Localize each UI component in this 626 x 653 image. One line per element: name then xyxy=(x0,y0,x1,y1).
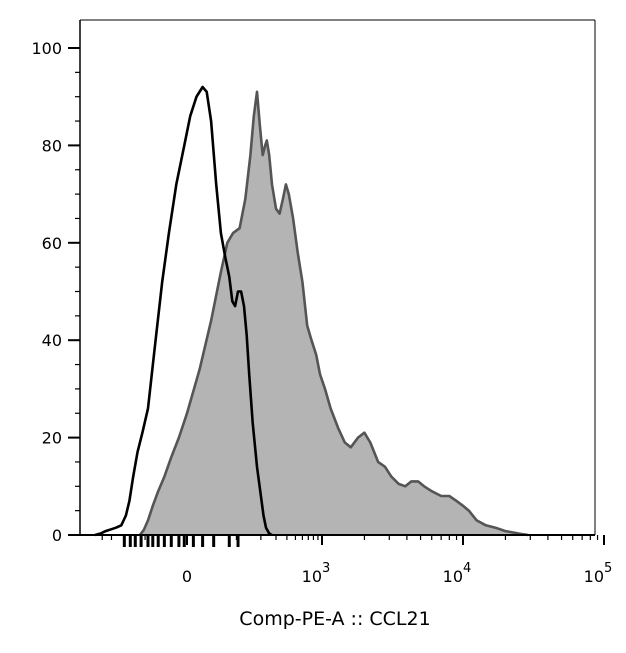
x-tick-label: 104 xyxy=(443,561,472,586)
x-tick-label: 0 xyxy=(182,567,192,586)
x-tick-base: 0 xyxy=(182,567,192,586)
y-tick-label: 100 xyxy=(31,39,62,58)
series-0-line xyxy=(138,90,529,537)
x-axis-title: Comp-PE-A :: CCL21 xyxy=(239,608,430,630)
x-tick-exponent: 3 xyxy=(322,561,330,576)
x-tick-exponent: 4 xyxy=(463,561,471,576)
y-tick-label: 80 xyxy=(42,136,62,155)
y-tick-label: 0 xyxy=(52,526,62,545)
series-0-area xyxy=(139,91,529,536)
y-tick-label: 40 xyxy=(42,331,62,350)
x-tick-label: 103 xyxy=(302,561,331,586)
y-tick-label: 60 xyxy=(42,234,62,253)
y-tick-label: 20 xyxy=(42,429,62,448)
x-tick-label: 105 xyxy=(584,561,613,586)
x-tick-exponent: 5 xyxy=(604,561,612,576)
axes-layer xyxy=(79,19,596,536)
x-tick-base: 10 xyxy=(443,567,463,586)
series-1-line xyxy=(94,85,273,537)
x-tick-base: 10 xyxy=(584,567,604,586)
series-layer xyxy=(94,85,529,537)
x-tick-base: 10 xyxy=(302,567,322,586)
